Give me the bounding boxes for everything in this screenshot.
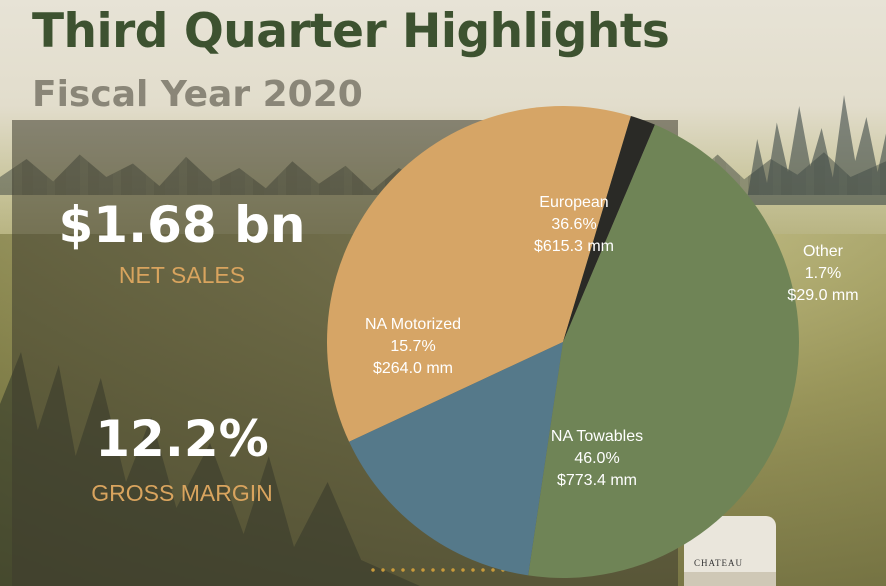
pie-label-other-amount: $29.0 mm — [787, 287, 858, 304]
pie-label-na-motorized-percent: 15.7% — [390, 338, 435, 355]
pie-label-european-percent: 36.6% — [551, 216, 596, 233]
net-sales-value: $1.68 bn — [58, 196, 306, 254]
pie-slice-other — [563, 115, 655, 342]
pie-label-european-amount: $615.3 mm — [534, 238, 614, 255]
pie-label-other-name: Other — [803, 243, 844, 260]
page-title: Third Quarter Highlights — [32, 4, 670, 59]
pie-label-na-motorized-name: NA Motorized — [365, 316, 461, 333]
gross-margin-value: 12.2% — [95, 410, 269, 468]
pie-label-na-towables-amount: $773.4 mm — [557, 472, 637, 489]
pie-label-other-percent: 1.7% — [805, 265, 841, 282]
gross-margin-label: GROSS MARGIN — [91, 480, 273, 506]
camper-brand-text: CHATEAU — [694, 558, 743, 568]
pie-slice-na-towables — [528, 124, 799, 578]
pie-label-european-name: European — [539, 194, 608, 211]
pie-label-na-towables-name: NA Towables — [551, 428, 643, 445]
net-sales-label: NET SALES — [118, 262, 246, 288]
pie-label-na-towables-percent: 46.0% — [574, 450, 619, 467]
pie-slice-european — [326, 105, 631, 442]
pie-label-na-motorized-amount: $264.0 mm — [373, 360, 453, 377]
decorative-dots — [368, 568, 518, 572]
page-subtitle: Fiscal Year 2020 — [32, 74, 363, 115]
pie-slice-na-motorized — [349, 342, 563, 576]
